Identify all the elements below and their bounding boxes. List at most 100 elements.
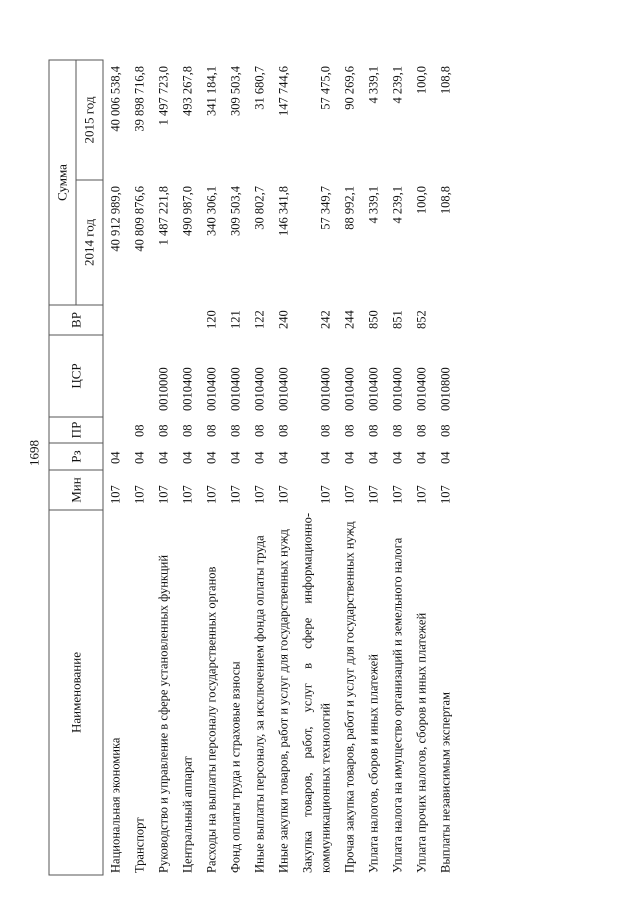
cell-y2015: 147 744,6 bbox=[276, 65, 290, 116]
cell-y2014: 1 487 221,8 bbox=[156, 185, 170, 245]
cell-name: Уплата налогов, сборов и иных платежей bbox=[366, 653, 380, 873]
cell-min: 107 bbox=[132, 484, 146, 504]
cell-name: Прочая закупка товаров, работ и услуг дл… bbox=[342, 520, 356, 873]
cell-y2015: 90 269,6 bbox=[342, 65, 356, 110]
cell-rz: 04 bbox=[414, 451, 428, 464]
cell-vr bbox=[103, 305, 128, 335]
cell-vr bbox=[175, 305, 199, 335]
cell-csr: 0010400 bbox=[228, 366, 242, 411]
table-row: Руководство и управление в сфере установ… bbox=[151, 60, 175, 875]
cell-csr bbox=[103, 335, 128, 417]
cell-csr bbox=[127, 335, 151, 417]
cell-y2014: 30 802,7 bbox=[252, 185, 266, 230]
cell-pr: 08 bbox=[276, 424, 290, 437]
cell-vr: 122 bbox=[252, 309, 266, 329]
cell-min: 107 bbox=[156, 484, 170, 504]
cell-y2014: 40 809 876,6 bbox=[132, 185, 146, 252]
cell-name: Расходы на выплаты персоналу государстве… bbox=[204, 566, 218, 873]
cell-min: 107 bbox=[366, 484, 380, 504]
cell-min: 107 bbox=[252, 484, 266, 504]
table-row: Уплата налогов, сборов и иных платежей 10… bbox=[361, 60, 385, 875]
cell-rz: 04 bbox=[180, 451, 194, 464]
cell-pr: 08 bbox=[132, 424, 146, 437]
cell-y2014: 57 349,7 bbox=[318, 185, 332, 230]
table-row: Иные закупки товаров, работ и услуг для … bbox=[271, 60, 295, 875]
cell-pr: 08 bbox=[228, 424, 242, 437]
cell-name: Национальная экономика bbox=[108, 737, 122, 873]
cell-y2014: 146 341,8 bbox=[276, 185, 290, 236]
cell-csr: 0010400 bbox=[366, 366, 380, 411]
cell-rz: 04 bbox=[252, 451, 266, 464]
cell-y2015: 493 267,8 bbox=[180, 65, 194, 116]
cell-y2015: 341 184,1 bbox=[204, 65, 218, 116]
cell-y2014: 40 912 989,0 bbox=[108, 185, 122, 252]
cell-pr: 08 bbox=[252, 424, 266, 437]
cell-rz: 04 bbox=[342, 451, 356, 464]
page-number: 1698 bbox=[26, 439, 41, 466]
cell-y2014: 108,8 bbox=[438, 185, 452, 214]
cell-y2014: 309 503,4 bbox=[228, 185, 242, 236]
table-row: Уплата прочих налогов, сборов и иных пла… bbox=[409, 60, 433, 875]
table-row: Уплата налога на имущество организаций и… bbox=[385, 60, 409, 875]
header-min: Мин bbox=[48, 469, 103, 510]
cell-pr: 08 bbox=[390, 424, 404, 437]
cell-min: 107 bbox=[318, 484, 332, 504]
cell-y2015: 40 006 538,4 bbox=[108, 65, 122, 132]
cell-name: Центральный аппарат bbox=[180, 755, 194, 873]
cell-y2015: 309 503,4 bbox=[228, 65, 242, 116]
cell-y2014: 4 239,1 bbox=[390, 185, 404, 224]
cell-pr: 08 bbox=[318, 424, 332, 437]
cell-y2014: 4 339,1 bbox=[366, 185, 380, 224]
cell-vr: 850 bbox=[366, 309, 380, 329]
table-row: Транспорт 107 04 08 40 809 876,6 39 898 716,8 bbox=[127, 60, 151, 875]
cell-min: 107 bbox=[438, 484, 452, 504]
cell-rz: 04 bbox=[204, 451, 218, 464]
cell-csr: 0010400 bbox=[180, 366, 194, 411]
header-vr: ВР bbox=[48, 304, 103, 335]
cell-vr: 852 bbox=[414, 309, 428, 329]
cell-pr: 08 bbox=[204, 424, 218, 437]
cell-rz: 04 bbox=[318, 451, 332, 464]
cell-pr: 08 bbox=[156, 424, 170, 437]
cell-y2015: 100,0 bbox=[414, 65, 428, 94]
cell-y2015: 1 497 723,0 bbox=[156, 65, 170, 125]
header-name: Наименование bbox=[48, 509, 103, 875]
cell-min: 107 bbox=[108, 484, 122, 504]
cell-vr bbox=[151, 305, 175, 335]
header-2015: 2015 год bbox=[75, 59, 103, 180]
cell-pr: 08 bbox=[414, 424, 428, 437]
cell-rz: 04 bbox=[132, 451, 146, 464]
cell-csr: 0010400 bbox=[318, 366, 332, 411]
cell-y2015: 39 898 716,8 bbox=[132, 65, 146, 132]
cell-rz: 04 bbox=[156, 451, 170, 464]
header-pr: ПР bbox=[48, 416, 103, 443]
table-row: Выплаты независимым экспертам 107 04 08 0010… bbox=[433, 60, 457, 875]
cell-csr: 0010000 bbox=[156, 366, 170, 411]
cell-y2015: 31 680,7 bbox=[252, 65, 266, 110]
cell-vr: 244 bbox=[342, 309, 356, 329]
table-row: Расходы на выплаты персоналу государстве… bbox=[199, 60, 223, 875]
cell-rz: 04 bbox=[276, 451, 290, 464]
table-row: Прочая закупка товаров, работ и услуг дл… bbox=[337, 60, 361, 875]
cell-csr: 0010800 bbox=[438, 366, 452, 411]
cell-y2014: 490 987,0 bbox=[180, 185, 194, 236]
cell-csr: 0010400 bbox=[276, 366, 290, 411]
cell-name: Уплата прочих налогов, сборов и иных пла… bbox=[414, 612, 428, 873]
cell-rz: 04 bbox=[390, 451, 404, 464]
cell-vr: 851 bbox=[390, 309, 404, 329]
cell-name: Уплата налога на имущество организаций и… bbox=[390, 537, 404, 873]
cell-rz: 04 bbox=[366, 451, 380, 464]
cell-min: 107 bbox=[414, 484, 428, 504]
cell-rz: 04 bbox=[228, 451, 242, 464]
cell-vr: 242 bbox=[318, 309, 332, 329]
cell-pr: 08 bbox=[180, 424, 194, 437]
cell-csr: 0010400 bbox=[204, 366, 218, 411]
cell-y2014: 88 992,1 bbox=[342, 185, 356, 230]
cell-rz: 04 bbox=[108, 451, 122, 464]
cell-min: 107 bbox=[228, 484, 242, 504]
table-row: Фонд оплаты труда и страховые взносы 107 0… bbox=[223, 60, 247, 875]
table-row: Национальная экономика 107 04 40 912 989,0 4… bbox=[103, 60, 128, 875]
cell-y2014: 100,0 bbox=[414, 185, 428, 214]
header-csr: ЦСР bbox=[48, 334, 103, 417]
cell-min: 107 bbox=[342, 484, 356, 504]
